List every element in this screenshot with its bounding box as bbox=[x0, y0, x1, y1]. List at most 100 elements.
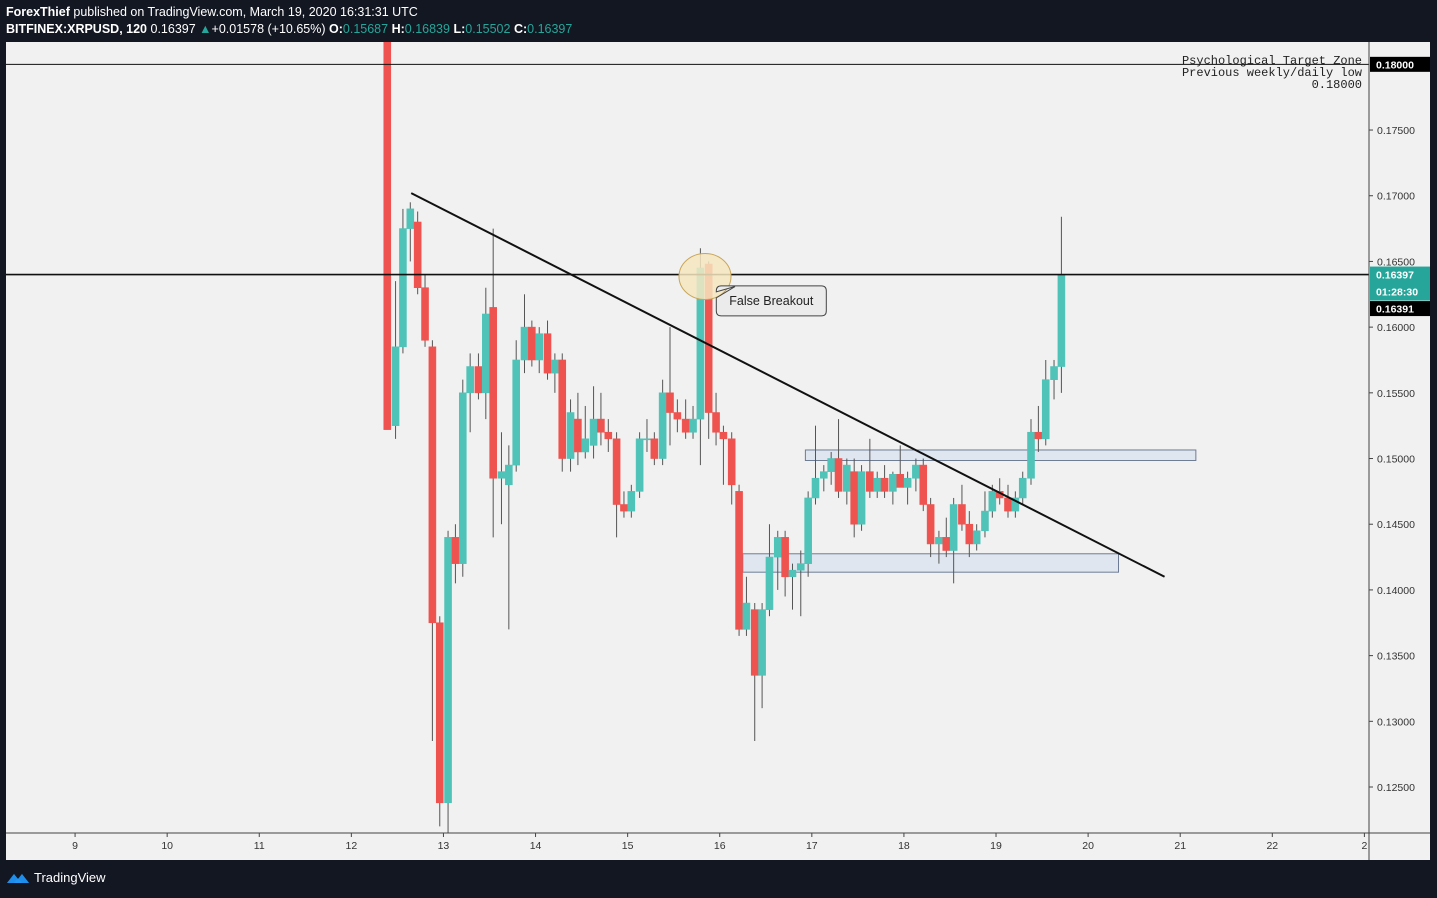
candle-body-up bbox=[627, 491, 636, 512]
high-value: 0.16839 bbox=[404, 22, 450, 36]
candle-body-up bbox=[497, 471, 506, 479]
candle bbox=[850, 458, 858, 538]
candle bbox=[413, 211, 422, 295]
open-label: O: bbox=[329, 22, 343, 36]
time-tick-label: 14 bbox=[530, 840, 542, 852]
level-price-tag-text: 0.18000 bbox=[1376, 59, 1414, 71]
descending-trendline bbox=[410, 192, 1166, 578]
brand-label: TradingView bbox=[34, 870, 106, 885]
candle bbox=[482, 287, 490, 420]
candle-body-down bbox=[958, 504, 966, 525]
candle-body-down bbox=[558, 359, 567, 459]
chart-frame[interactable]: False Breakout Psychological Target Zone… bbox=[6, 41, 1430, 860]
candle-body-up bbox=[391, 346, 400, 426]
change-arrow-icon: ▲ bbox=[199, 22, 212, 36]
time-tick-label: 13 bbox=[438, 840, 450, 852]
candle bbox=[566, 399, 575, 472]
candle-body-up bbox=[758, 609, 766, 676]
time-tick-label: 18 bbox=[898, 840, 910, 852]
time-tick-label: 17 bbox=[806, 840, 818, 852]
candle bbox=[528, 320, 536, 367]
candle bbox=[406, 202, 415, 262]
candle bbox=[474, 353, 483, 400]
time-tick-label: 11 bbox=[254, 840, 265, 852]
trendline-layer bbox=[410, 192, 1166, 578]
candle bbox=[781, 530, 789, 597]
candle-body-down bbox=[750, 609, 759, 676]
candle bbox=[520, 294, 529, 374]
candle bbox=[597, 392, 605, 446]
candle bbox=[788, 563, 797, 610]
target-zone-line1: Psychological Target Zone bbox=[1182, 54, 1362, 68]
candle-body-up bbox=[857, 471, 866, 525]
candle-body-down bbox=[451, 537, 460, 564]
candle bbox=[765, 524, 774, 617]
candle-body-down bbox=[666, 392, 674, 413]
candle bbox=[1041, 359, 1050, 446]
candle-body-up bbox=[1018, 477, 1027, 499]
candle bbox=[551, 353, 559, 393]
author-name[interactable]: ForexThief bbox=[6, 5, 70, 19]
candle-body-up bbox=[458, 392, 467, 564]
candle-body-up bbox=[873, 477, 882, 492]
price-tick-label: 0.17500 bbox=[1377, 125, 1415, 137]
candle-body-down bbox=[528, 326, 536, 361]
candle bbox=[650, 432, 659, 466]
candle bbox=[866, 438, 874, 498]
candle-body-up bbox=[903, 477, 912, 488]
candle-body-up bbox=[512, 359, 521, 466]
last-price: 0.16397 bbox=[150, 22, 196, 36]
ohlc-bar: BITFINEX:XRPUSD, 120 0.16397 ▲+0.01578 (… bbox=[6, 22, 572, 36]
price-tick-label: 0.15000 bbox=[1377, 454, 1415, 466]
symbol-label[interactable]: BITFINEX:XRPUSD, 120 bbox=[6, 22, 148, 36]
candle-body-down bbox=[620, 504, 628, 512]
candle-body-down bbox=[543, 333, 552, 374]
candle-body-up bbox=[466, 366, 474, 394]
candle-body-down bbox=[574, 418, 582, 453]
candle bbox=[988, 484, 997, 518]
candle bbox=[689, 405, 697, 439]
published-text: published on TradingView.com, March 19, … bbox=[73, 5, 418, 19]
candle bbox=[635, 432, 644, 498]
candle-body-down bbox=[781, 537, 789, 578]
candle bbox=[1018, 471, 1027, 505]
candle-body-down bbox=[428, 346, 437, 624]
price-axis[interactable]: 0.12500 0.13000 0.13500 0.14000 0.14500 0.150… bbox=[1369, 125, 1415, 794]
candle bbox=[727, 432, 736, 505]
time-tick-label: 20 bbox=[1082, 840, 1094, 852]
price-chart[interactable]: False Breakout Psychological Target Zone… bbox=[6, 41, 1430, 860]
candle-body-up bbox=[811, 477, 820, 499]
low-label: L: bbox=[453, 22, 466, 36]
candle-body-up bbox=[773, 537, 782, 558]
candle bbox=[981, 491, 989, 538]
tradingview-brand[interactable]: TradingView bbox=[6, 870, 106, 885]
candle bbox=[796, 550, 805, 617]
candle-body-down bbox=[727, 438, 736, 486]
candle bbox=[811, 425, 820, 505]
candle-body-down bbox=[383, 41, 392, 430]
candle bbox=[558, 353, 567, 472]
candle bbox=[857, 465, 866, 531]
candle-body-up bbox=[935, 537, 943, 545]
candle bbox=[620, 491, 628, 518]
candle bbox=[512, 340, 521, 472]
candle bbox=[919, 458, 928, 512]
current-price-tag bbox=[1370, 266, 1430, 301]
time-axis[interactable]: 9 10 11 12 13 14 15 16 17 18 19 20 21 22 2 bbox=[72, 833, 1367, 852]
candle bbox=[873, 471, 882, 498]
candle bbox=[912, 458, 920, 492]
candle-body-up bbox=[505, 464, 513, 486]
price-tick-label: 0.17000 bbox=[1377, 191, 1415, 203]
price-tick-label: 0.12500 bbox=[1377, 782, 1415, 794]
second-price-tag-text: 0.16391 bbox=[1376, 304, 1414, 316]
candle bbox=[535, 327, 544, 374]
candle bbox=[942, 517, 951, 558]
candle bbox=[681, 399, 690, 439]
candle bbox=[880, 465, 889, 498]
candle bbox=[451, 524, 460, 584]
price-tick-label: 0.13000 bbox=[1377, 716, 1415, 728]
candle bbox=[889, 471, 897, 505]
time-tick-label: 22 bbox=[1266, 840, 1278, 852]
candle-body-up bbox=[889, 473, 897, 492]
candle-body-up bbox=[827, 458, 835, 472]
